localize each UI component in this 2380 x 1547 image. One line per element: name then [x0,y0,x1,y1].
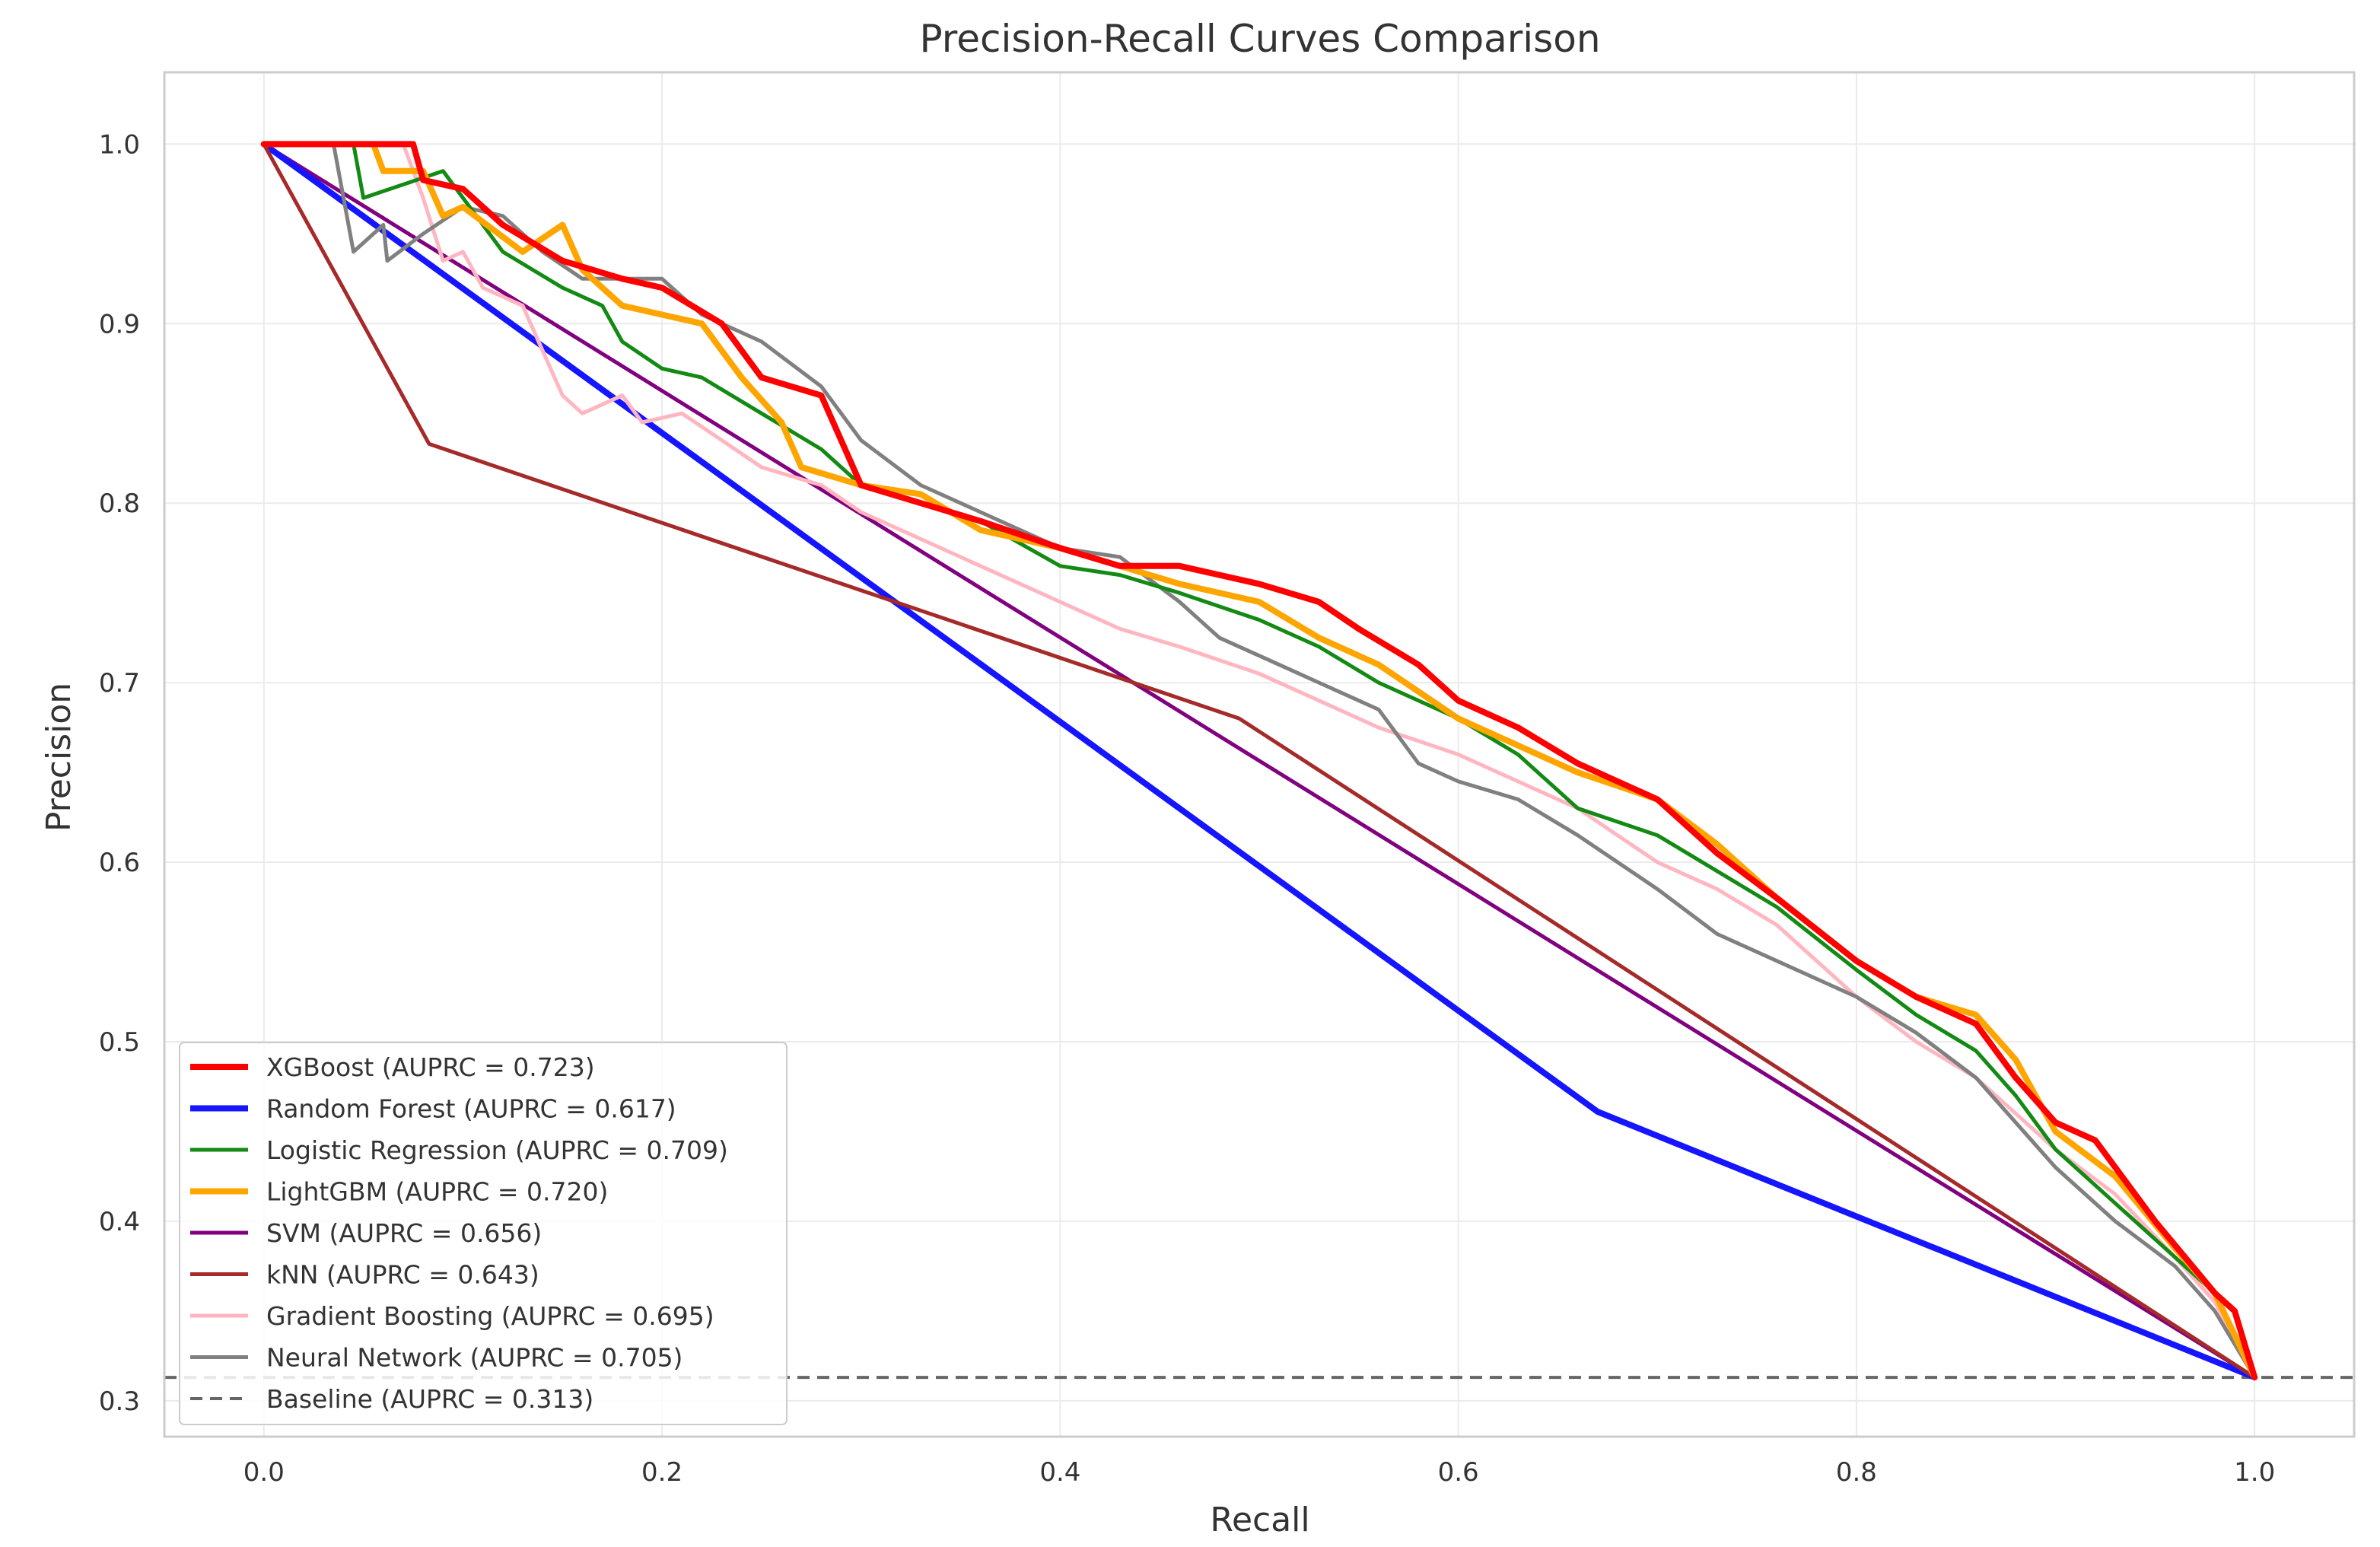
y-axis-label: Precision [40,683,78,832]
y-tick-label: 0.8 [99,489,140,519]
legend-label: SVM (AUPRC = 0.656) [266,1218,542,1248]
legend-box [179,1042,788,1425]
plot-area-frame [163,71,2356,1438]
y-tick-label: 0.9 [99,309,140,339]
legend-label: XGBoost (AUPRC = 0.723) [266,1052,595,1082]
series-lines [164,141,2354,1381]
legend-label: Gradient Boosting (AUPRC = 0.695) [266,1301,714,1331]
x-tick-label: 0.0 [243,1457,285,1488]
y-tick-label: 0.7 [99,668,140,699]
y-tick-label: 0.6 [99,848,140,878]
y-tick-label: 0.4 [99,1207,140,1237]
series-line [260,141,2258,1381]
legend: XGBoost (AUPRC = 0.723) Random Forest (AU… [179,1042,788,1425]
legend-label: Baseline (AUPRC = 0.313) [266,1384,593,1414]
x-tick-labels: 0.0 0.2 0.4 0.6 0.8 1.0 [243,1457,2275,1488]
legend-label: Logistic Regression (AUPRC = 0.709) [266,1135,728,1165]
series-line [260,141,2258,1381]
chart-title: Precision-Recall Curves Comparison [919,17,1600,61]
y-tick-label: 0.3 [99,1386,140,1417]
series-line [262,142,2257,1380]
legend-label: kNN (AUPRC = 0.643) [266,1260,539,1290]
y-tick-label: 0.5 [99,1027,140,1058]
x-tick-label: 0.4 [1039,1457,1080,1488]
x-tick-label: 1.0 [2234,1457,2275,1488]
x-axis-label: Recall [1210,1501,1309,1539]
x-tick-label: 0.2 [641,1457,682,1488]
series-line [262,142,2257,1380]
y-tick-label: 1.0 [99,129,140,160]
legend-label: LightGBM (AUPRC = 0.720) [266,1177,608,1207]
x-tick-label: 0.6 [1438,1457,1479,1488]
x-tick-label: 0.8 [1836,1457,1877,1488]
legend-label: Neural Network (AUPRC = 0.705) [266,1343,682,1373]
series-line [262,142,2257,1380]
legend-label: Random Forest (AUPRC = 0.617) [266,1094,676,1124]
series-line [262,142,2257,1380]
y-tick-labels: 0.3 0.4 0.5 0.6 0.7 0.8 0.9 1.0 [99,129,140,1416]
